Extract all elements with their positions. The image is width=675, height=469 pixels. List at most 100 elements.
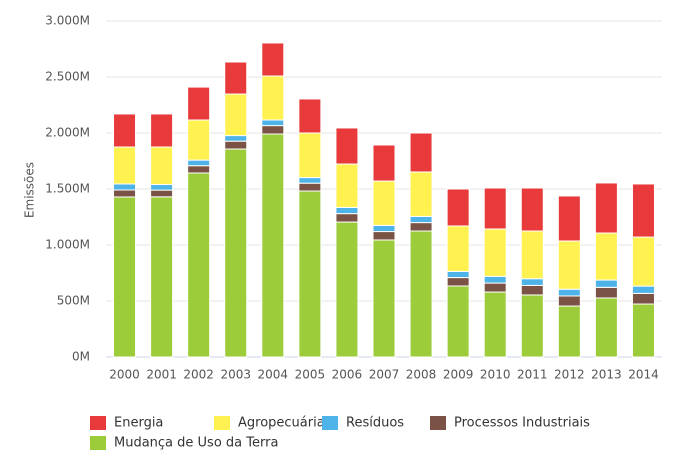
bar-segment <box>261 133 285 358</box>
x-tick-label: 2005 <box>295 368 326 382</box>
bar-segment <box>557 305 581 358</box>
bar-segment <box>224 93 248 137</box>
x-tick-label: 2010 <box>480 368 511 382</box>
bar-segment <box>113 183 137 191</box>
bar-segment <box>224 140 248 150</box>
bar-segment <box>150 189 174 198</box>
legend-label: Mudança de Uso da Terra <box>114 436 278 451</box>
bar-segment <box>372 180 396 226</box>
bar-segment <box>150 196 174 358</box>
x-tick-label: 2002 <box>183 368 214 382</box>
bar-segment <box>520 284 544 296</box>
y-tick-label: 2.500M <box>45 70 90 84</box>
x-tick-label: 2006 <box>332 368 363 382</box>
x-tick-label: 2008 <box>406 368 437 382</box>
bar-segment <box>594 286 618 299</box>
bar-segment <box>113 196 137 358</box>
bar-segment <box>261 42 285 77</box>
bar-segment <box>594 232 618 281</box>
bar-segment <box>520 294 544 358</box>
bar-segment <box>409 171 433 217</box>
bar-segment <box>594 182 618 234</box>
bar-segment <box>372 224 396 233</box>
bar-segment <box>557 288 581 297</box>
y-tick-label: 3.000M <box>45 14 90 28</box>
bar-segment <box>150 146 174 186</box>
bar-segment <box>631 303 655 358</box>
legend-label: Energia <box>114 416 163 431</box>
bar-segment <box>224 148 248 358</box>
x-tick-label: 2014 <box>628 368 659 382</box>
bar-segment <box>187 165 211 174</box>
x-tick-label: 2001 <box>146 368 177 382</box>
bar-segment <box>483 291 507 358</box>
bar-segment <box>187 159 211 167</box>
bar-segment <box>557 195 581 242</box>
legend-swatch <box>90 436 106 450</box>
bar-segment <box>298 132 322 179</box>
bar-segment <box>594 279 618 288</box>
x-tick-label: 2013 <box>591 368 622 382</box>
x-tick-label: 2009 <box>443 368 474 382</box>
bar-segment <box>483 228 507 277</box>
bar-segment <box>409 230 433 358</box>
y-tick-label: 0M <box>72 350 90 364</box>
legend-swatch <box>322 416 338 430</box>
bar-segment <box>224 61 248 95</box>
bar-segment <box>520 187 544 232</box>
bar-segment <box>113 113 137 148</box>
legend-swatch <box>214 416 230 430</box>
bar-segment <box>298 98 322 134</box>
legend-swatch <box>430 416 446 430</box>
bar-segment <box>224 135 248 142</box>
bar-segment <box>261 75 285 121</box>
bar-segment <box>409 222 433 232</box>
bar-segment <box>483 275 507 284</box>
bar-segment <box>446 225 470 272</box>
x-tick-label: 2003 <box>220 368 251 382</box>
x-tick-label: 2000 <box>109 368 140 382</box>
bar-segment <box>298 190 322 358</box>
legend-swatch <box>90 416 106 430</box>
bar-segment <box>631 236 655 287</box>
bar-segment <box>409 132 433 173</box>
bar-segment <box>335 206 359 215</box>
legend-label: Resíduos <box>346 416 404 431</box>
bar-segment <box>446 285 470 358</box>
y-axis-label: Emissões <box>23 162 37 218</box>
y-tick-label: 1.000M <box>45 238 90 252</box>
legend-label: Processos Industriais <box>454 416 590 431</box>
bar-segment <box>557 240 581 290</box>
bar-segment <box>335 163 359 208</box>
bar-segment <box>446 270 470 279</box>
bar-segment <box>335 127 359 165</box>
x-tick-label: 2007 <box>369 368 400 382</box>
bar-segment <box>372 144 396 182</box>
bar-segment <box>261 119 285 127</box>
bar-segment <box>298 177 322 184</box>
bar-segment <box>446 188 470 227</box>
x-tick-label: 2012 <box>554 368 585 382</box>
bar-segment <box>483 187 507 230</box>
bar-segment <box>372 231 396 241</box>
bar-segment <box>298 182 322 192</box>
bar-segment <box>150 184 174 191</box>
bar-segment <box>150 113 174 148</box>
bar-segment <box>409 215 433 224</box>
x-tick-label: 2004 <box>258 368 289 382</box>
bar-segment <box>520 230 544 280</box>
bar-segment <box>520 278 544 286</box>
y-tick-label: 1.500M <box>45 182 90 196</box>
legend-label: Agropecuária <box>238 416 325 431</box>
bar-segment <box>446 277 470 287</box>
y-tick-label: 500M <box>57 294 90 308</box>
bar-segment <box>335 221 359 358</box>
bar-segment <box>483 282 507 293</box>
bar-segment <box>594 297 618 358</box>
bar-segment <box>631 285 655 294</box>
bar-segment <box>557 295 581 307</box>
bar-segment <box>187 86 211 121</box>
bar-segment <box>113 146 137 185</box>
bar-segment <box>631 292 655 305</box>
